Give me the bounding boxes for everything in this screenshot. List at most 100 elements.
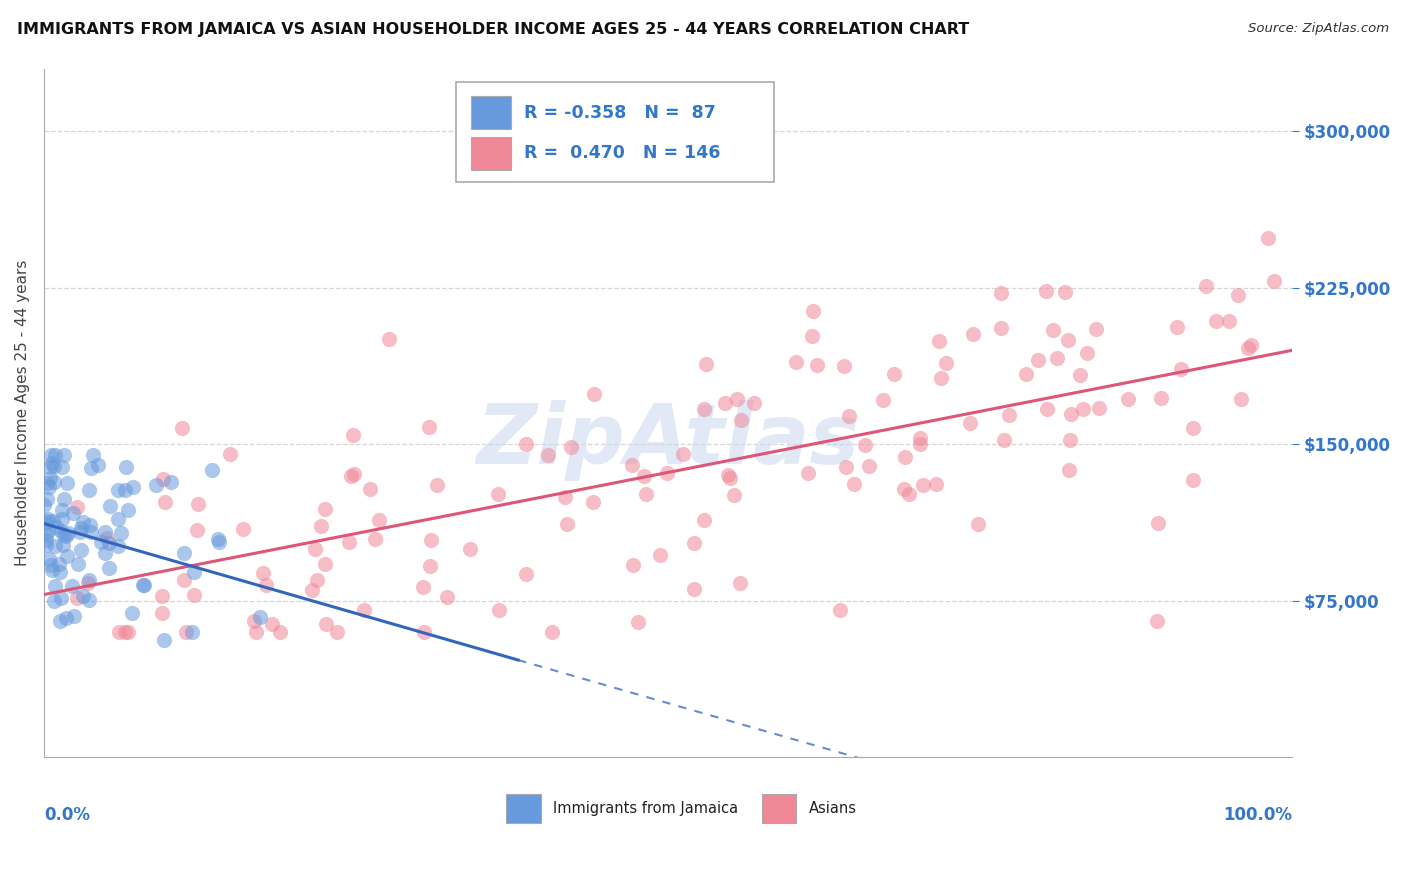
Point — [55, 611, 77, 625]
Point — [94, 525, 117, 540]
Point — [108, 625, 131, 640]
Point — [1227, 288, 1250, 302]
Point — [35, 476, 58, 491]
Point — [38, 480, 60, 494]
Point — [66, 591, 89, 606]
Point — [908, 431, 931, 445]
Point — [515, 436, 537, 450]
Point — [728, 576, 751, 591]
Text: IMMIGRANTS FROM JAMAICA VS ASIAN HOUSEHOLDER INCOME AGES 25 - 44 YEARS CORRELATI: IMMIGRANTS FROM JAMAICA VS ASIAN HOUSEHO… — [17, 22, 969, 37]
Point — [48, 565, 70, 579]
Point — [339, 468, 361, 483]
Point — [1084, 322, 1107, 336]
Point — [115, 459, 138, 474]
Point — [1170, 361, 1192, 376]
Point — [339, 535, 361, 549]
Point — [94, 546, 117, 560]
Point — [69, 524, 91, 539]
Point — [153, 495, 176, 509]
Point — [363, 532, 385, 546]
Point — [79, 460, 101, 475]
Point — [51, 538, 73, 552]
Point — [893, 482, 915, 496]
Point — [911, 477, 934, 491]
Point — [1116, 392, 1139, 406]
Point — [486, 487, 509, 501]
Point — [172, 421, 194, 435]
Point — [853, 438, 876, 452]
Point — [583, 387, 606, 401]
Point — [39, 470, 62, 484]
Point — [79, 483, 101, 497]
Point — [1042, 323, 1064, 337]
Point — [1263, 274, 1285, 288]
Point — [114, 483, 136, 497]
Point — [107, 483, 129, 498]
Point — [181, 624, 204, 639]
Point — [990, 285, 1012, 300]
Point — [419, 533, 441, 547]
Point — [1147, 516, 1170, 530]
Point — [37, 492, 59, 507]
Point — [45, 520, 67, 534]
Point — [77, 573, 100, 587]
Point — [304, 541, 326, 556]
Text: Asians: Asians — [808, 801, 856, 816]
Point — [301, 582, 323, 597]
Point — [832, 359, 855, 374]
Point — [51, 512, 73, 526]
Point — [359, 483, 381, 497]
Point — [1150, 391, 1173, 405]
Point — [929, 371, 952, 385]
Point — [555, 517, 578, 532]
Point — [672, 447, 695, 461]
Point — [683, 582, 706, 597]
Point — [723, 488, 745, 502]
Point — [80, 524, 103, 539]
Point — [695, 357, 717, 371]
Point — [1046, 351, 1069, 365]
Point — [98, 535, 121, 549]
Point — [897, 487, 920, 501]
Point — [314, 502, 336, 516]
Point — [145, 478, 167, 492]
Point — [436, 590, 458, 604]
Point — [152, 472, 174, 486]
Point — [648, 549, 671, 563]
Point — [309, 518, 332, 533]
Point — [245, 625, 267, 640]
Point — [307, 573, 329, 587]
Point — [967, 516, 990, 531]
Point — [49, 614, 72, 628]
Point — [993, 434, 1015, 448]
Point — [1014, 367, 1036, 381]
Point — [82, 448, 104, 462]
Point — [842, 477, 865, 491]
Point — [1205, 314, 1227, 328]
Point — [1182, 421, 1205, 435]
Point — [1237, 342, 1260, 356]
Point — [935, 357, 957, 371]
Point — [117, 625, 139, 640]
Point — [72, 515, 94, 529]
Point — [560, 440, 582, 454]
Point — [627, 615, 650, 630]
Point — [41, 456, 63, 470]
Point — [1088, 401, 1111, 416]
Point — [785, 355, 807, 369]
Text: 0.0%: 0.0% — [44, 805, 90, 823]
Point — [49, 591, 72, 606]
Y-axis label: Householder Income Ages 25 - 44 years: Householder Income Ages 25 - 44 years — [15, 260, 30, 566]
Point — [72, 590, 94, 604]
Bar — [762, 794, 796, 822]
Point — [1057, 333, 1080, 347]
Point — [1036, 401, 1059, 416]
Point — [114, 625, 136, 640]
Point — [1069, 368, 1091, 383]
Point — [910, 436, 932, 450]
Point — [150, 589, 173, 603]
Point — [894, 450, 917, 465]
Point — [803, 304, 825, 318]
Point — [1059, 433, 1081, 447]
Point — [52, 528, 75, 542]
